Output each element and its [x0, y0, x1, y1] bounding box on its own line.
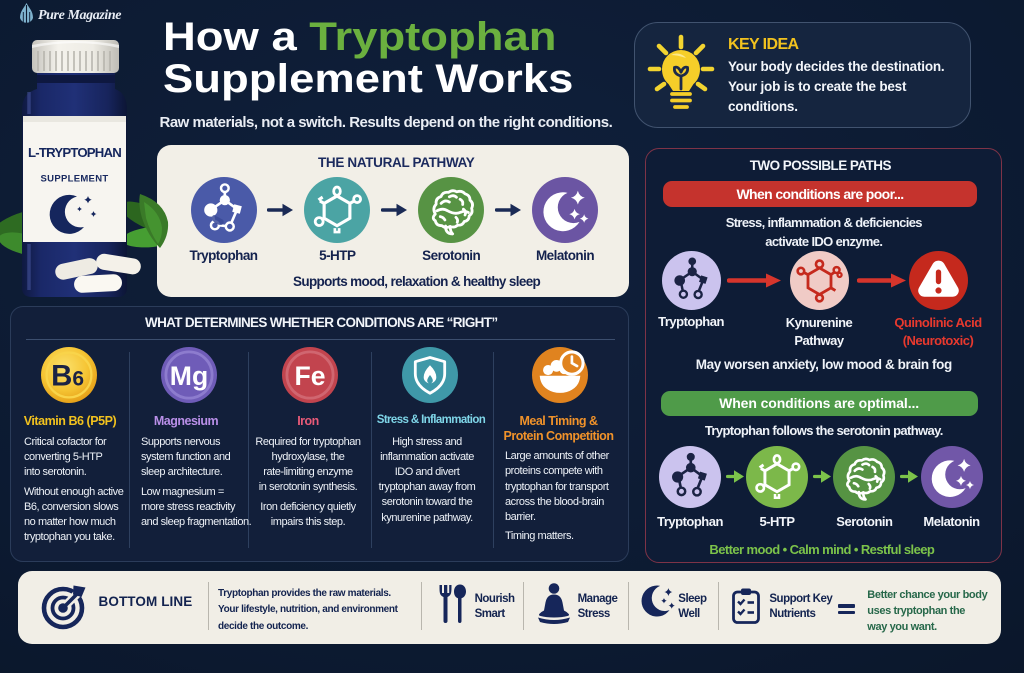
svg-text:Fe: Fe: [294, 361, 325, 391]
svg-text:L-TRYPTOPHAN: L-TRYPTOPHAN: [28, 145, 121, 160]
svg-text:Mg: Mg: [169, 361, 207, 391]
svg-text:SUPPLEMENT: SUPPLEMENT: [41, 174, 109, 185]
